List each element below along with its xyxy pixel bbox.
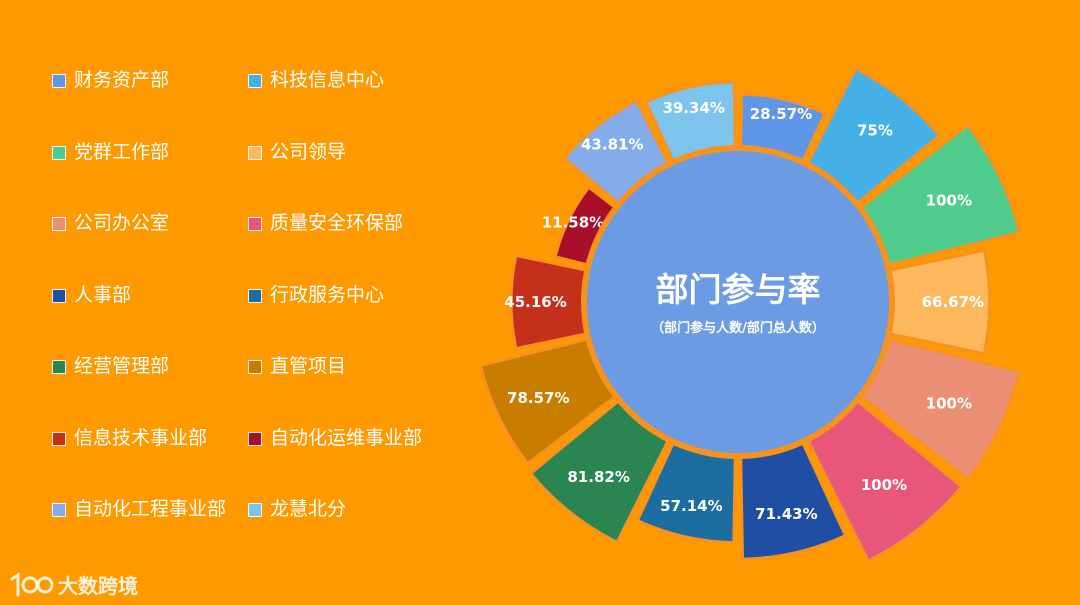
legend-swatch <box>248 74 262 88</box>
legend-label: 自动化运维事业部 <box>270 426 423 449</box>
legend-swatch <box>52 360 66 374</box>
legend-swatch <box>248 503 262 517</box>
slice-value-label: 28.57% <box>750 105 812 123</box>
slice-value-label: 45.16% <box>504 293 566 311</box>
legend-item: 信息技术事业部 <box>52 424 248 496</box>
legend-swatch <box>248 288 262 303</box>
legend-label: 行政服务中心 <box>270 283 385 306</box>
chart-title: 部门参与率 <box>656 270 821 309</box>
legend-item: 自动化运维事业部 <box>248 424 448 496</box>
legend-item: 行政服务中心 <box>248 281 448 353</box>
legend-label: 科技信息中心 <box>270 69 385 91</box>
slice-value-label: 57.14% <box>660 497 722 515</box>
legend-item: 党群工作部 <box>52 138 248 210</box>
chart-subtitle: （部门参与人数/部门总人数） <box>651 320 825 336</box>
legend-item: 科技信息中心 <box>248 66 448 138</box>
legend-label: 人事部 <box>74 283 132 306</box>
slice-value-label: 100% <box>861 476 907 494</box>
legend-label: 龙慧北分 <box>270 498 347 520</box>
legend-swatch <box>52 288 66 303</box>
legend-label: 自动化工程事业部 <box>74 498 227 520</box>
legend-label: 质量安全环保部 <box>270 212 404 234</box>
legend: 财务资产部 科技信息中心党群工作部 公司领导公司办公室 质量安全环保部人事部 行政服务中… <box>52 66 472 567</box>
legend-item: 财务资产部 <box>52 66 248 138</box>
center-circle <box>581 145 895 459</box>
slice-value-label: 71.43% <box>755 505 817 523</box>
legend-item: 龙慧北分 <box>248 495 448 567</box>
legend-item: 直管项目 <box>248 352 448 424</box>
legend-label: 党群工作部 <box>74 140 170 163</box>
legend-item: 自动化工程事业部 <box>52 495 248 567</box>
legend-item: 人事部 <box>52 281 248 353</box>
legend-swatch <box>248 217 262 231</box>
watermark-text: 大数跨境 <box>58 574 138 598</box>
legend-item: 公司领导 <box>248 138 448 210</box>
watermark: 大数跨境 <box>8 570 138 599</box>
legend-item: 公司办公室 <box>52 209 248 281</box>
slice-value-label: 81.82% <box>567 468 629 486</box>
slice-value-label: 43.81% <box>581 135 643 153</box>
legend-label: 财务资产部 <box>74 69 170 91</box>
slice-value-label: 78.57% <box>507 389 569 407</box>
legend-label: 公司办公室 <box>74 212 170 234</box>
legend-swatch <box>248 145 262 160</box>
legend-swatch <box>52 145 66 160</box>
slice-value-label: 100% <box>926 395 972 413</box>
legend-swatch <box>52 503 66 517</box>
legend-label: 经营管理部 <box>74 355 170 377</box>
slice-labels: 28.57% 75% 100% 66.67% 100% 100% 71.43% 57.14% 8… <box>504 99 984 523</box>
watermark-logo-icon <box>10 571 54 596</box>
legend-swatch <box>248 431 262 446</box>
legend-item: 经营管理部 <box>52 352 248 424</box>
legend-swatch <box>52 431 66 446</box>
slice-value-label: 75% <box>857 121 893 139</box>
slice-value-label: 11.58% <box>542 214 604 232</box>
legend-label: 公司领导 <box>270 140 347 163</box>
slice-value-label: 66.67% <box>922 293 984 311</box>
legend-label: 信息技术事业部 <box>74 426 208 449</box>
legend-swatch <box>52 217 66 231</box>
legend-swatch <box>52 74 66 88</box>
slice-value-label: 39.34% <box>662 99 724 117</box>
legend-swatch <box>248 360 262 374</box>
legend-label: 直管项目 <box>270 355 347 377</box>
donut-slices <box>478 66 1022 564</box>
slice-value-label: 100% <box>926 191 972 209</box>
legend-item: 质量安全环保部 <box>248 209 448 281</box>
